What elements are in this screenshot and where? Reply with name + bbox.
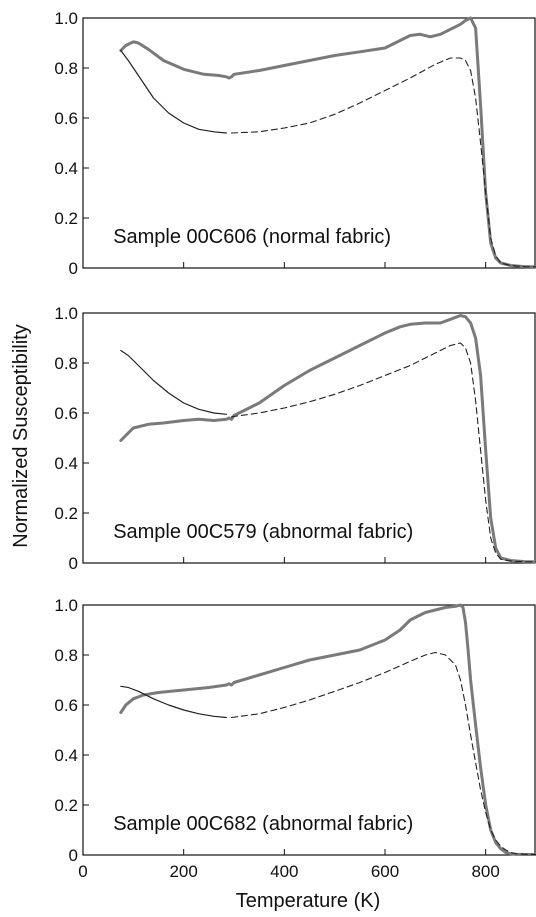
y-tick-label: 0.4	[54, 746, 78, 765]
y-tick-label: 0	[69, 259, 78, 278]
panel-2: 0 0.2 0.4 0.6 0.8 1.0 Sample 00C579 (abnormal …	[54, 304, 536, 573]
x-tick-label: 0	[78, 862, 87, 881]
series-line-cooling-thin	[120, 685, 227, 719]
y-tick-label: 0.6	[54, 696, 78, 715]
x-tick-label: 800	[471, 862, 499, 881]
plot-frame	[82, 604, 536, 856]
series-line-cooling-thin	[120, 349, 227, 415]
y-tick-label: 0.8	[54, 59, 78, 78]
y-tick-label: 0.4	[54, 159, 78, 178]
x-axis-label: Temperature (K)	[236, 890, 381, 912]
y-tick-label: 0.8	[54, 354, 78, 373]
y-axis-label: Normalized Susceptibility	[10, 324, 32, 547]
panel-annotation: Sample 00C579 (abnormal fabric)	[113, 521, 413, 543]
series-line-heating-thick	[119, 314, 536, 564]
x-tick-label: 200	[169, 862, 197, 881]
y-tick-label: 0.6	[54, 109, 78, 128]
plot-frame	[82, 17, 536, 269]
y-tick-label: 0.2	[54, 796, 78, 815]
y-tick-label: 0.2	[54, 209, 78, 228]
y-tick-label: 1.0	[54, 596, 78, 615]
y-tick-label: 0	[69, 846, 78, 865]
y-tick-label: 0.2	[54, 504, 78, 523]
x-tick-label: 600	[371, 862, 399, 881]
y-tick-label: 0.8	[54, 646, 78, 665]
series-line-cooling-thin	[120, 49, 227, 134]
series-line-cooling-dashed	[230, 342, 536, 563]
panel-3: 0 0.2 0.4 0.6 0.8 1.0 0 200 400 600 800 Sample 00C6…	[54, 596, 536, 881]
y-tick-label: 1.0	[54, 9, 78, 28]
plot-frame	[82, 312, 536, 564]
panels: 0 0.2 0.4 0.6 0.8 1.0 Sample 00C606 (normal fa…	[54, 9, 536, 881]
panel-annotation: Sample 00C682 (abnormal fabric)	[113, 813, 413, 835]
y-tick-label: 1.0	[54, 304, 78, 323]
series-line-heating-thick	[119, 603, 536, 856]
panel-annotation: Sample 00C606 (normal fabric)	[113, 226, 391, 248]
x-tick-label: 400	[270, 862, 298, 881]
y-tick-label: 0	[69, 554, 78, 573]
y-tick-label: 0.6	[54, 404, 78, 423]
series-line-cooling-dashed	[230, 651, 536, 856]
y-tick-label: 0.4	[54, 454, 78, 473]
panel-1: 0 0.2 0.4 0.6 0.8 1.0 Sample 00C606 (normal fa…	[54, 9, 536, 278]
series-line-cooling-dashed	[230, 57, 536, 268]
